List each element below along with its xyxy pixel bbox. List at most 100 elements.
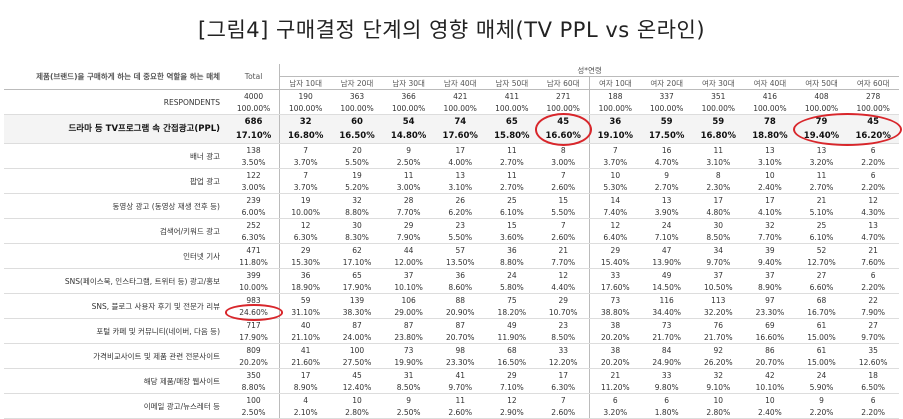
percent-cell: 6.20% — [434, 206, 487, 219]
percent-cell: 8.90% — [279, 381, 332, 394]
count-cell: 10 — [765, 170, 775, 180]
count-cell: 6 — [870, 170, 876, 180]
count-cell: 65 — [486, 114, 538, 129]
count-cell: 17 — [300, 370, 311, 380]
percent-cell: 2.50% — [382, 156, 435, 169]
percent-cell: 18.90% — [279, 281, 332, 294]
percent-cell: 4.00% — [434, 156, 487, 169]
percent-cell: 6.50% — [847, 381, 899, 394]
count-cell: 7 — [537, 218, 590, 231]
count-cell: 31 — [403, 370, 414, 380]
count-cell: 188 — [608, 91, 623, 101]
count-cell: 6 — [612, 395, 618, 405]
count-cell: 87 — [403, 320, 414, 330]
count-cell: 73 — [610, 295, 621, 305]
percent-cell: 15.00% — [795, 331, 848, 344]
count-cell: 17 — [455, 145, 466, 155]
percent-cell: 2.20% — [795, 406, 848, 419]
percent-cell: 100.00% — [640, 102, 693, 115]
column-header: 남자 20대 — [331, 76, 383, 90]
count-cell: 76 — [713, 320, 724, 330]
percent-cell: 12.70% — [795, 256, 848, 269]
percent-cell: 3.60% — [486, 231, 538, 244]
count-cell: 24 — [507, 270, 517, 280]
count-cell: 88 — [455, 295, 466, 305]
percent-cell: 2.60% — [537, 231, 590, 244]
percent-cell: 5.50% — [434, 231, 487, 244]
column-header: 남자 50대 — [486, 76, 538, 90]
count-cell: 12 — [868, 195, 878, 205]
count-cell: 32 — [765, 220, 775, 230]
count-cell: 337 — [659, 91, 674, 101]
percent-row: 24.60% 31.10% 38.30% 29.00% 20.90% 18.20% 10.7… — [4, 306, 899, 319]
percent-cell: 100.00% — [744, 102, 796, 115]
percent-cell: 5.80% — [486, 281, 538, 294]
percent-cell: 31.10% — [279, 306, 332, 319]
count-cell: 73 — [403, 345, 414, 355]
percent-row: 10.00% 18.90% 17.90% 10.10% 8.60% 5.80% 4.40% 1… — [4, 281, 899, 294]
column-header: 남자 30대 — [382, 76, 435, 90]
percent-cell: 7.70% — [744, 231, 796, 244]
count-cell: 411 — [504, 91, 520, 101]
count-cell: 100 — [228, 393, 281, 406]
count-cell: 9 — [406, 395, 412, 405]
count-cell: 24 — [661, 220, 672, 230]
count-cell: 34 — [713, 245, 724, 255]
percent-cell: 4.10% — [744, 206, 796, 219]
count-cell: 86 — [765, 345, 775, 355]
count-cell: 11 — [403, 170, 414, 180]
count-cell: 12 — [300, 220, 311, 230]
count-cell: 32 — [713, 370, 724, 380]
percent-cell: 100.00% — [847, 102, 899, 115]
count-cell: 13 — [765, 145, 775, 155]
percent-cell: 17.90% — [331, 281, 383, 294]
percent-row: 6.00% 10.00% 8.80% 7.70% 6.20% 6.10% 5.50% 7.40… — [4, 206, 899, 219]
percent-cell: 7.60% — [847, 256, 899, 269]
count-cell: 10 — [610, 170, 621, 180]
percent-cell: 3.70% — [589, 156, 641, 169]
count-cell: 49 — [507, 320, 517, 330]
count-cell: 239 — [228, 193, 281, 206]
count-cell: 17 — [713, 195, 724, 205]
percent-cell: 18.20% — [486, 306, 538, 319]
count-cell: 16 — [661, 145, 672, 155]
count-cell: 52 — [816, 245, 827, 255]
percent-cell: 5.30% — [589, 181, 641, 194]
percent-cell: 17.60% — [434, 129, 487, 144]
count-cell: 30 — [713, 220, 724, 230]
count-cell: 59 — [640, 114, 693, 129]
count-cell: 25 — [507, 195, 517, 205]
count-cell: 57 — [455, 245, 466, 255]
count-cell: 116 — [659, 295, 674, 305]
percent-cell: 8.80% — [486, 256, 538, 269]
percent-cell: 19.10% — [589, 129, 641, 144]
column-header: 여자 30대 — [692, 76, 745, 90]
percent-cell: 17.10% — [228, 129, 281, 144]
percent-cell: 3.00% — [537, 156, 590, 169]
table-wrap: 제품(브랜드)을 구매하게 하는 데 중요한 역할을 하는 매체 Total 성*연… — [4, 64, 899, 419]
count-cell: 13 — [455, 170, 466, 180]
count-cell: 138 — [228, 143, 281, 156]
count-cell: 7 — [303, 145, 309, 155]
count-cell: 6 — [870, 395, 876, 405]
count-cell: 4000 — [228, 89, 281, 102]
count-cell: 32 — [352, 195, 362, 205]
count-cell: 13 — [816, 145, 827, 155]
count-cell: 29 — [300, 245, 311, 255]
count-cell: 36 — [300, 270, 311, 280]
count-cell: 252 — [228, 218, 281, 231]
count-cell: 983 — [228, 293, 281, 306]
percent-cell: 3.20% — [795, 156, 848, 169]
count-cell: 6 — [870, 145, 876, 155]
percent-cell: 20.20% — [589, 331, 641, 344]
percent-cell: 3.10% — [434, 181, 487, 194]
count-cell: 37 — [713, 270, 724, 280]
count-cell: 27 — [816, 270, 827, 280]
percent-cell: 20.90% — [434, 306, 487, 319]
count-cell: 686 — [228, 114, 281, 129]
percent-cell: 11.20% — [589, 381, 641, 394]
percent-cell: 16.50% — [331, 129, 383, 144]
count-cell: 21 — [816, 195, 827, 205]
count-cell: 61 — [816, 320, 827, 330]
count-cell: 60 — [331, 114, 383, 129]
